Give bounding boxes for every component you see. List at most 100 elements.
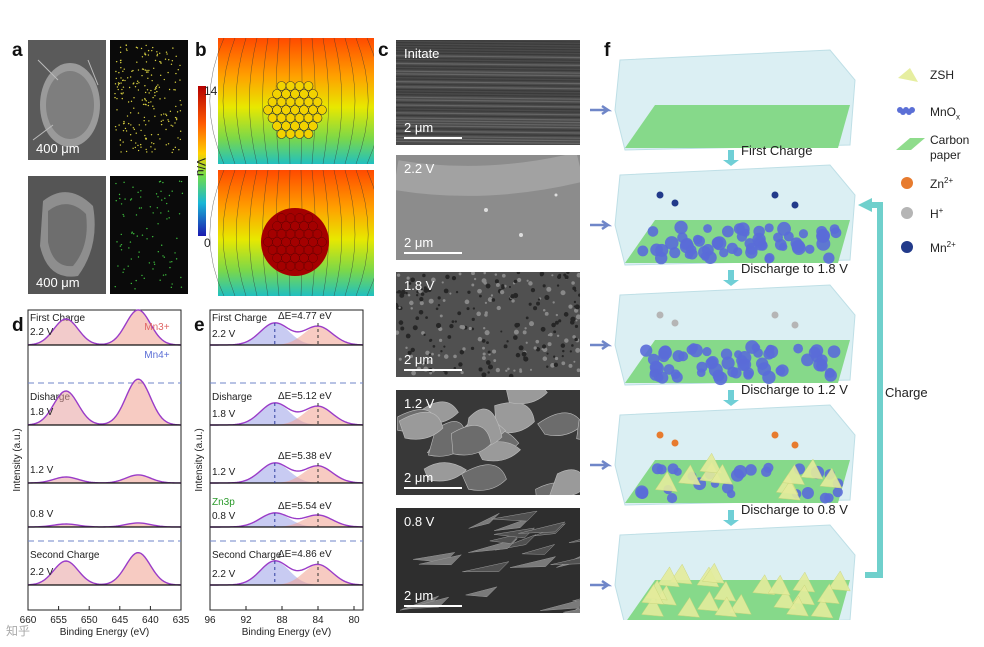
ion xyxy=(771,431,779,439)
x-tick-label: 640 xyxy=(142,615,159,626)
zsh-flake xyxy=(819,467,843,489)
sem-image-2-2v: 2.2 V 2 μm xyxy=(396,155,580,260)
fit-peak-1 xyxy=(28,524,181,527)
y-axis-label: Intensity (a.u.) xyxy=(194,428,205,491)
h-ion-legend-icon xyxy=(901,207,913,219)
sphere xyxy=(290,253,300,263)
sphere xyxy=(272,89,282,99)
sphere xyxy=(317,105,327,115)
legend-label-zn: Zn2+ xyxy=(930,176,954,191)
scale-bar xyxy=(404,137,462,139)
x-tick-label: 660 xyxy=(20,615,37,626)
mnox-particle xyxy=(666,492,678,504)
mnox-particle xyxy=(790,237,803,250)
mnox-particle xyxy=(647,226,659,237)
panel-f-scheme xyxy=(590,49,925,620)
fit-peak-2 xyxy=(210,515,363,527)
particle-top-svg xyxy=(32,59,100,147)
series-label: 1.2 V xyxy=(212,467,236,478)
sphere xyxy=(290,237,300,247)
series-label: 2.2 V xyxy=(30,327,54,338)
mnox-particle xyxy=(823,252,835,264)
sphere xyxy=(294,213,305,223)
zsh-flake xyxy=(810,597,834,619)
panel-label-c: c xyxy=(378,40,389,61)
arrow-right-icon xyxy=(590,219,613,231)
zsh-flake xyxy=(641,583,665,605)
sphere xyxy=(299,253,309,263)
sphere xyxy=(308,89,318,99)
sphere xyxy=(294,261,305,271)
mnox-legend-icon xyxy=(909,107,915,113)
scale-bar xyxy=(404,369,462,371)
sphere xyxy=(303,213,314,223)
mnox-particle xyxy=(819,492,831,504)
mnox-particle xyxy=(757,362,772,376)
sphere xyxy=(303,97,314,107)
zsh-flake xyxy=(827,570,851,592)
arrow-down-icon xyxy=(723,160,739,166)
ion xyxy=(656,431,664,439)
eds-map-zn-dots xyxy=(114,180,184,290)
sphere xyxy=(303,261,314,271)
legend-label-zsh: ZSH xyxy=(930,68,954,82)
scheme-stage-0 xyxy=(590,49,856,151)
zsh-flake xyxy=(697,590,720,612)
series-label: 1.2 V xyxy=(30,465,54,476)
legend-label-mnox: MnOx xyxy=(930,105,961,122)
fit-peak-2 xyxy=(28,552,181,585)
mnox-particle xyxy=(721,356,735,370)
scheme-stage-1 xyxy=(590,164,856,266)
mnox-particle xyxy=(658,345,672,360)
fit-peak-1 xyxy=(28,319,181,345)
mnox-particle xyxy=(663,364,675,375)
colorbar-max: 14 xyxy=(204,84,218,98)
mnox-particle xyxy=(743,369,754,380)
zsh-flake xyxy=(641,595,664,617)
ion xyxy=(671,199,679,207)
zsh-flake xyxy=(782,464,805,485)
mnox-particle xyxy=(745,464,757,476)
mnox-particle xyxy=(798,229,809,239)
section-label: Disharge xyxy=(30,392,70,403)
sphere xyxy=(285,97,296,107)
sem-texture-1-2v xyxy=(397,390,580,495)
annotation-mn4: Mn4+ xyxy=(144,350,169,361)
panel-label-e: e xyxy=(194,315,205,336)
arrow-right-icon xyxy=(590,459,613,471)
sphere xyxy=(290,121,300,131)
sem-label-2-2v: 2.2 V xyxy=(404,161,435,176)
xps-chart-e: 96 92 88 84 80 Binding Energy (eV) Intensity (… xyxy=(194,309,364,638)
step-label-first-charge: First Charge xyxy=(741,143,813,158)
sphere xyxy=(276,97,287,107)
scheme-stage-4 xyxy=(590,524,856,620)
x-tick-label: 92 xyxy=(240,615,252,626)
mnox-particle xyxy=(635,485,649,499)
scale-label-a-top: 400 μm xyxy=(36,141,80,156)
legend-label-mn: Mn2+ xyxy=(930,240,956,255)
sphere xyxy=(281,121,291,131)
mnox-particle xyxy=(737,358,750,372)
sphere xyxy=(303,229,314,239)
scale-bar xyxy=(404,487,462,489)
fit-peak-2 xyxy=(210,564,363,585)
sem-scale-initate: 2 μm xyxy=(404,120,434,135)
sem-texture-initate xyxy=(396,40,580,144)
sphere xyxy=(281,253,291,263)
sphere xyxy=(272,237,282,247)
sphere xyxy=(276,81,287,91)
sphere xyxy=(272,221,282,231)
arrow-right-icon xyxy=(590,339,613,351)
series-label: 2.2 V xyxy=(212,329,236,340)
arrow-down-icon xyxy=(723,520,739,526)
x-tick-label: 655 xyxy=(50,615,67,626)
sphere xyxy=(299,237,309,247)
fit-peak-1 xyxy=(28,561,181,585)
zsh-flake xyxy=(714,596,738,618)
zsh-flake xyxy=(710,463,733,485)
sphere xyxy=(285,81,296,91)
ion xyxy=(791,321,799,329)
arrow-down-icon xyxy=(728,150,734,160)
fit-peak-2 xyxy=(210,466,363,483)
section-label: First Charge xyxy=(212,313,267,324)
